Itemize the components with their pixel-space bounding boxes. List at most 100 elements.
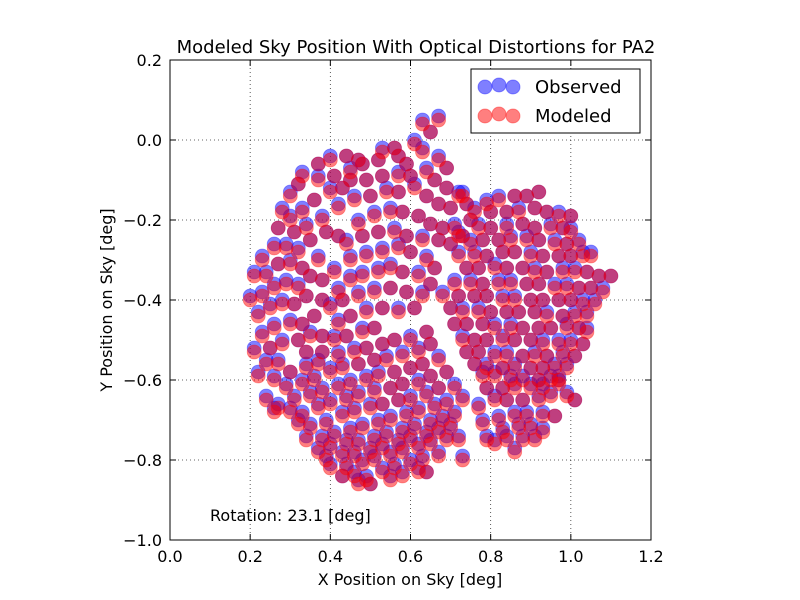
data-point — [338, 328, 354, 344]
data-point — [415, 144, 430, 160]
data-point — [354, 228, 370, 244]
data-point — [298, 344, 314, 360]
legend-marker — [477, 79, 493, 95]
data-point — [282, 364, 298, 380]
data-point — [383, 412, 398, 428]
x-tick-label: 0.8 — [478, 547, 503, 566]
data-point — [467, 204, 483, 220]
data-point — [366, 320, 382, 336]
data-point — [443, 200, 459, 216]
data-point — [350, 388, 366, 404]
data-point — [567, 392, 583, 408]
data-point — [423, 436, 438, 452]
data-point — [411, 208, 426, 224]
data-point — [439, 396, 455, 412]
data-point — [306, 308, 322, 324]
data-point — [246, 344, 262, 360]
data-point — [423, 336, 438, 352]
data-point — [411, 268, 426, 284]
data-point — [326, 168, 342, 184]
data-point — [395, 376, 410, 392]
data-point — [499, 260, 515, 276]
data-point — [266, 372, 282, 388]
data-point — [362, 476, 378, 492]
data-point — [330, 316, 346, 332]
data-point — [507, 332, 523, 348]
data-point — [483, 204, 499, 220]
data-point — [543, 388, 559, 404]
data-point — [258, 268, 274, 284]
data-point — [415, 232, 430, 248]
data-point — [439, 364, 455, 380]
data-point — [354, 156, 370, 172]
data-point — [354, 420, 370, 436]
data-point — [395, 204, 410, 220]
data-point — [451, 248, 467, 264]
data-point — [431, 448, 447, 464]
data-point — [366, 284, 382, 300]
y-tick-label: 0.2 — [137, 51, 162, 70]
data-point — [387, 364, 402, 380]
x-tick-label: 1.2 — [638, 547, 663, 566]
data-point — [395, 444, 410, 460]
data-point — [366, 384, 382, 400]
data-point — [254, 328, 270, 344]
data-point — [358, 304, 374, 320]
data-point — [559, 360, 575, 376]
data-point — [366, 452, 382, 468]
data-point — [322, 300, 338, 316]
data-point — [503, 276, 519, 292]
data-point — [358, 248, 374, 264]
data-point — [515, 320, 531, 336]
data-point — [479, 332, 495, 348]
data-point — [383, 280, 398, 296]
data-point — [479, 288, 495, 304]
data-point — [459, 316, 475, 332]
series-modeled — [242, 112, 619, 492]
data-point — [254, 252, 270, 268]
data-point — [507, 380, 523, 396]
data-point — [358, 340, 374, 356]
y-tick-label: −0.2 — [123, 211, 162, 230]
data-point — [370, 368, 386, 384]
data-point — [395, 348, 410, 364]
data-point — [370, 224, 386, 240]
data-point — [326, 264, 342, 280]
data-point — [471, 260, 487, 276]
data-point — [479, 248, 495, 264]
x-tick-label: 0.6 — [398, 547, 423, 566]
data-point — [354, 268, 370, 284]
data-point — [395, 468, 410, 484]
legend-marker-modeled — [477, 106, 521, 124]
data-point — [403, 392, 418, 408]
legend-label-observed: Observed — [535, 77, 622, 98]
data-point — [362, 188, 378, 204]
legend-marker — [491, 106, 507, 122]
data-point — [483, 304, 499, 320]
data-point — [411, 404, 426, 420]
data-point — [499, 432, 515, 448]
data-point — [535, 248, 551, 264]
y-tick-label: −0.4 — [123, 291, 162, 310]
data-point — [451, 432, 467, 448]
data-point — [278, 380, 294, 396]
data-point — [531, 232, 547, 248]
data-point — [346, 192, 362, 208]
data-point — [302, 232, 318, 248]
data-point — [451, 288, 467, 304]
data-point — [379, 352, 394, 368]
x-tick-label: 0.0 — [157, 547, 182, 566]
legend-marker-observed — [477, 77, 521, 95]
data-point — [334, 360, 350, 376]
data-point — [391, 184, 406, 200]
data-point — [551, 376, 567, 392]
data-point — [603, 268, 619, 284]
rotation-annotation: Rotation: 23.1 [deg] — [210, 506, 371, 525]
data-point — [419, 464, 434, 480]
data-point — [419, 388, 434, 404]
data-point — [535, 292, 551, 308]
data-point — [366, 208, 382, 224]
data-point — [270, 220, 286, 236]
data-point — [595, 284, 611, 300]
